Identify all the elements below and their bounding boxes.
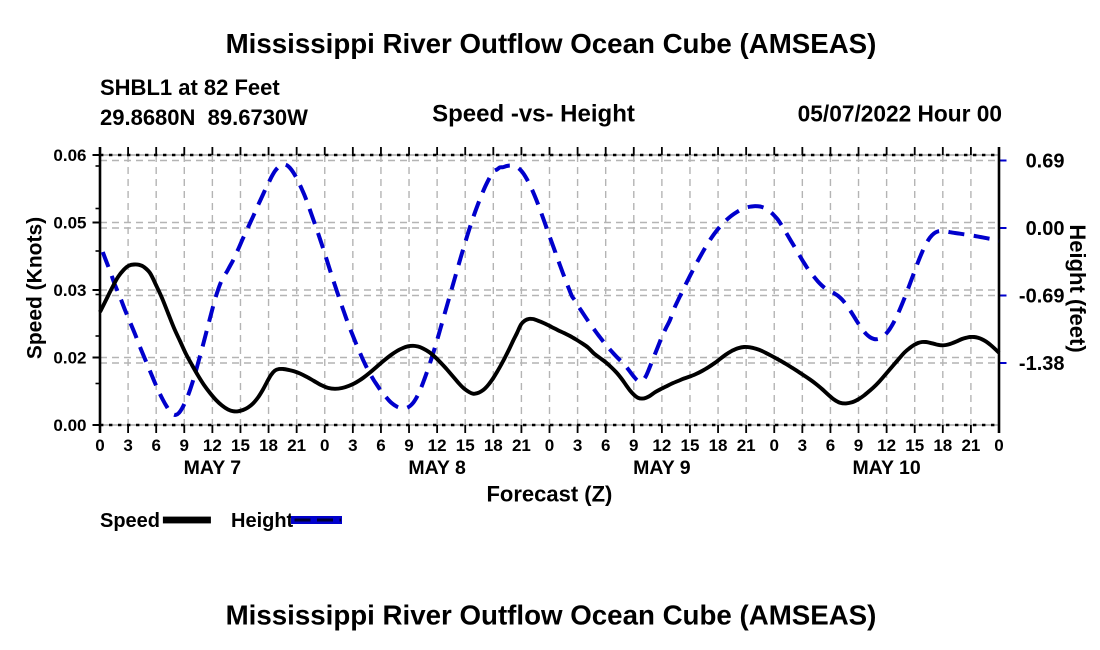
svg-text:9: 9 <box>180 436 189 455</box>
svg-text:21: 21 <box>512 436 531 455</box>
svg-text:12: 12 <box>652 436 671 455</box>
svg-text:0.05: 0.05 <box>53 214 86 233</box>
svg-text:Speed: Speed <box>100 510 160 532</box>
svg-text:0: 0 <box>770 436 779 455</box>
svg-text:3: 3 <box>573 436 582 455</box>
svg-text:3: 3 <box>123 436 132 455</box>
svg-text:12: 12 <box>203 436 222 455</box>
svg-text:15: 15 <box>905 436 924 455</box>
svg-text:-0.69: -0.69 <box>1019 286 1065 308</box>
svg-text:-1.38: -1.38 <box>1019 353 1065 375</box>
svg-text:05/07/2022 Hour 00: 05/07/2022 Hour 00 <box>798 101 1002 127</box>
svg-text:0.00: 0.00 <box>1026 218 1065 240</box>
svg-text:6: 6 <box>376 436 385 455</box>
svg-text:12: 12 <box>877 436 896 455</box>
svg-text:21: 21 <box>737 436 756 455</box>
svg-text:Mississippi River Outflow Ocea: Mississippi River Outflow Ocean Cube (AM… <box>226 28 877 59</box>
svg-text:Height (feet): Height (feet) <box>1065 224 1090 352</box>
svg-text:9: 9 <box>404 436 413 455</box>
svg-text:0.02: 0.02 <box>53 349 86 368</box>
svg-text:29.8680N 89.6730W: 29.8680N 89.6730W <box>100 105 308 130</box>
svg-text:6: 6 <box>151 436 160 455</box>
svg-text:9: 9 <box>854 436 863 455</box>
svg-text:0.03: 0.03 <box>53 281 86 300</box>
svg-text:0: 0 <box>994 436 1003 455</box>
svg-text:12: 12 <box>428 436 447 455</box>
svg-text:MAY 9: MAY 9 <box>633 457 691 479</box>
svg-text:MAY 7: MAY 7 <box>184 457 241 479</box>
svg-text:Height: Height <box>231 510 294 532</box>
svg-text:Speed -vs- Height: Speed -vs- Height <box>432 101 635 128</box>
svg-text:0.00: 0.00 <box>53 416 86 435</box>
svg-text:3: 3 <box>798 436 807 455</box>
svg-text:MAY 8: MAY 8 <box>408 457 466 479</box>
svg-text:0.69: 0.69 <box>1026 151 1065 173</box>
svg-text:9: 9 <box>629 436 638 455</box>
svg-text:18: 18 <box>933 436 952 455</box>
svg-text:0: 0 <box>545 436 554 455</box>
svg-text:6: 6 <box>601 436 610 455</box>
svg-text:21: 21 <box>961 436 980 455</box>
svg-text:15: 15 <box>681 436 700 455</box>
svg-text:3: 3 <box>348 436 357 455</box>
svg-text:15: 15 <box>456 436 475 455</box>
svg-text:Forecast (Z): Forecast (Z) <box>486 482 612 507</box>
svg-text:MAY 10: MAY 10 <box>852 457 920 479</box>
svg-text:0: 0 <box>320 436 329 455</box>
svg-text:0.06: 0.06 <box>53 146 86 165</box>
svg-text:21: 21 <box>287 436 306 455</box>
svg-text:SHBL1 at 82 Feet: SHBL1 at 82 Feet <box>100 75 280 100</box>
svg-text:Mississippi River Outflow Ocea: Mississippi River Outflow Ocean Cube (AM… <box>226 600 877 631</box>
svg-text:15: 15 <box>231 436 250 455</box>
svg-text:6: 6 <box>826 436 835 455</box>
svg-text:Speed (Knots): Speed (Knots) <box>24 217 47 359</box>
svg-text:18: 18 <box>709 436 728 455</box>
svg-text:18: 18 <box>484 436 503 455</box>
svg-text:0: 0 <box>95 436 104 455</box>
svg-text:18: 18 <box>259 436 278 455</box>
